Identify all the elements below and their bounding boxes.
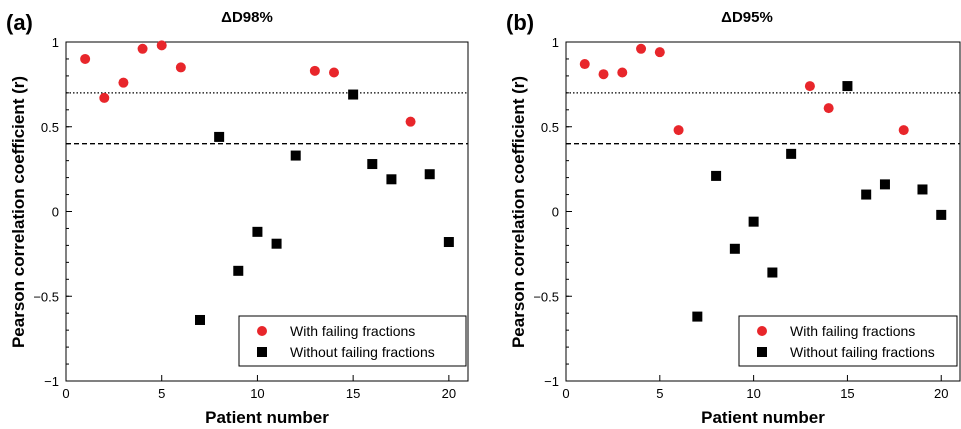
legend-marker-circle [257, 326, 267, 336]
legend-box [238, 315, 467, 367]
point-without-failing-fractions [692, 311, 703, 322]
point-with-failing-fractions [579, 59, 590, 70]
point-with-failing-fractions [617, 67, 628, 78]
point-with-failing-fractions [654, 47, 665, 58]
x-tick-label: 0 [62, 386, 69, 401]
x-tick-label: 0 [562, 386, 569, 401]
y-tick-label: 0 [552, 205, 559, 220]
y-tick-label: 1 [552, 35, 559, 50]
point-without-failing-fractions [290, 150, 301, 161]
panel-b: (b) ΔD95% Patient number Pearson correla… [506, 9, 961, 427]
data-points [579, 43, 947, 322]
point-without-failing-fractions [767, 267, 778, 278]
point-without-failing-fractions [711, 170, 722, 181]
data-points [80, 40, 454, 325]
point-without-failing-fractions [214, 131, 225, 142]
x-tick-label: 5 [158, 386, 165, 401]
point-with-failing-fractions [329, 67, 339, 78]
point-without-failing-fractions [729, 243, 740, 254]
reference-lines [566, 92, 960, 145]
point-with-failing-fractions [598, 69, 609, 80]
y-axis-label: Pearson correlation coefficient (r) [9, 76, 28, 348]
reference-lines [66, 92, 468, 145]
point-without-failing-fractions [233, 265, 244, 276]
chart-title: ΔD95% [721, 9, 773, 26]
axis-ticks: 0 5 10 15 20 −1 −0.5 0 0.5 1 [33, 35, 456, 401]
point-without-failing-fractions [252, 226, 263, 237]
legend-label-without-failing: Without failing fractions [290, 344, 435, 360]
point-with-failing-fractions [175, 62, 186, 73]
point-without-failing-fractions [879, 179, 890, 190]
x-tick-label: 20 [934, 386, 948, 401]
point-without-failing-fractions [443, 237, 454, 248]
panel-label: (a) [6, 10, 33, 35]
point-without-failing-fractions [748, 216, 759, 227]
point-without-failing-fractions [917, 184, 928, 195]
point-with-failing-fractions [673, 125, 684, 136]
x-tick-label: 20 [442, 386, 456, 401]
chart-title: ΔD98% [221, 9, 273, 26]
legend-label-with-failing: With failing fractions [290, 323, 415, 339]
point-without-failing-fractions [786, 148, 797, 159]
legend-marker-square [257, 347, 267, 357]
x-tick-label: 5 [656, 386, 663, 401]
x-axis-label: Patient number [701, 408, 825, 427]
point-with-failing-fractions [118, 77, 129, 88]
x-tick-label: 10 [250, 386, 264, 401]
point-with-failing-fractions [156, 40, 167, 51]
legend-marker-square [757, 347, 767, 357]
axis-ticks: 0 5 10 15 20 −1 −0.5 0 0.5 1 [533, 35, 948, 401]
y-tick-label: −0.5 [533, 289, 559, 304]
point-with-failing-fractions [309, 65, 320, 76]
y-axis-label: Pearson correlation coefficient (r) [509, 76, 528, 348]
point-with-failing-fractions [99, 92, 110, 103]
legend-marker-circle [757, 326, 767, 336]
point-with-failing-fractions [636, 43, 647, 54]
point-with-failing-fractions [823, 103, 834, 114]
x-tick-label: 15 [346, 386, 360, 401]
legend-label-without-failing: Without failing fractions [790, 344, 935, 360]
legend: With failing fractions Without failing f… [738, 315, 958, 367]
y-tick-label: −1 [544, 374, 559, 389]
point-without-failing-fractions [348, 89, 359, 100]
point-without-failing-fractions [936, 209, 947, 220]
y-tick-label: −1 [44, 374, 59, 389]
point-without-failing-fractions [271, 238, 282, 249]
x-tick-label: 15 [840, 386, 854, 401]
legend-box [738, 315, 958, 367]
point-with-failing-fractions [137, 43, 148, 54]
y-tick-label: 1 [52, 35, 59, 50]
legend-label-with-failing: With failing fractions [790, 323, 915, 339]
x-axis-label: Patient number [205, 408, 329, 427]
x-tick-label: 10 [746, 386, 760, 401]
point-with-failing-fractions [405, 116, 416, 127]
y-tick-label: 0 [52, 205, 59, 220]
panel-a: (a) ΔD98% Patient number Pearson correla… [6, 9, 469, 427]
point-without-failing-fractions [195, 314, 205, 325]
point-with-failing-fractions [804, 81, 815, 92]
y-tick-label: 0.5 [541, 120, 559, 135]
point-with-failing-fractions [898, 125, 909, 136]
y-tick-label: −0.5 [33, 289, 59, 304]
point-without-failing-fractions [842, 81, 853, 92]
point-without-failing-fractions [861, 189, 872, 200]
y-tick-label: 0.5 [41, 120, 59, 135]
panel-label: (b) [506, 10, 534, 35]
point-without-failing-fractions [386, 174, 397, 185]
point-without-failing-fractions [424, 169, 435, 180]
legend: With failing fractions Without failing f… [238, 315, 467, 367]
point-with-failing-fractions [80, 53, 91, 64]
point-without-failing-fractions [367, 159, 378, 170]
